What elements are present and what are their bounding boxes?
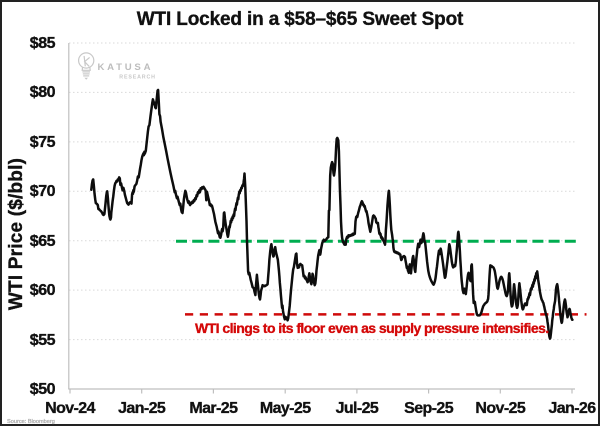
svg-text:RESEARCH: RESEARCH xyxy=(119,75,156,81)
svg-text:KATUSA: KATUSA xyxy=(98,62,154,73)
